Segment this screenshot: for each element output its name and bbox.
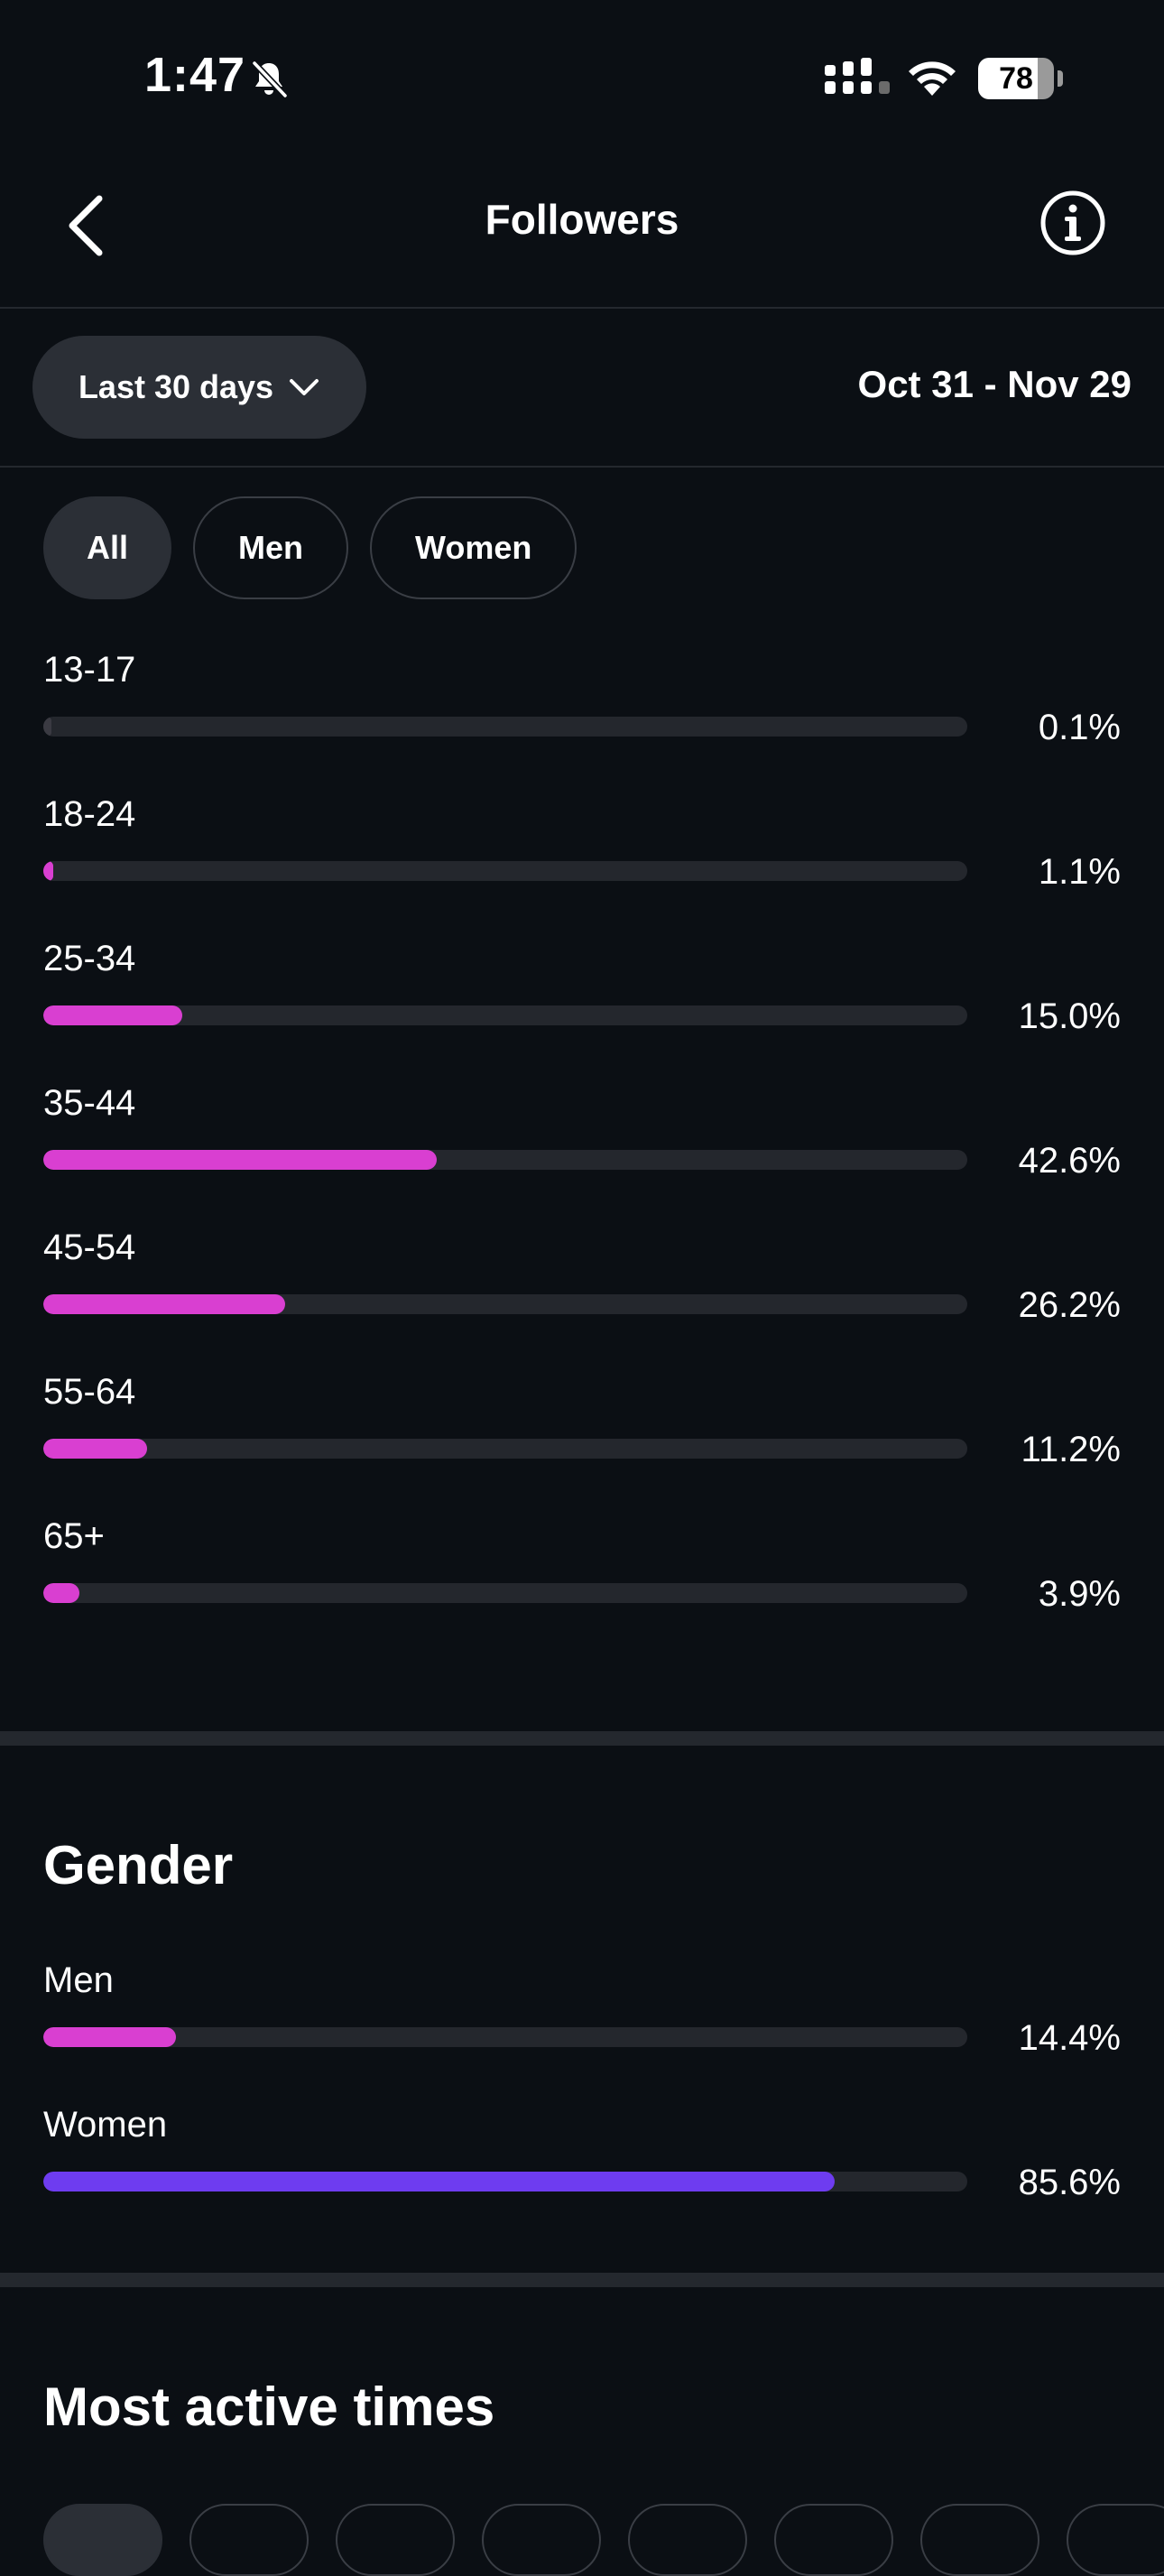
bar-fill: [43, 1294, 286, 1314]
audience-segment-tabs: All Men Women: [43, 496, 577, 599]
bar-track: [43, 1150, 967, 1170]
age-percent: 26.2%: [1018, 1285, 1121, 1325]
date-range-dropdown[interactable]: Last 30 days: [32, 336, 366, 439]
age-label: 55-64: [43, 1372, 136, 1412]
status-time: 1:47: [144, 48, 246, 102]
battery-level: 78: [999, 61, 1033, 96]
age-percent: 15.0%: [1018, 996, 1121, 1036]
bar-track: [43, 1583, 967, 1603]
age-percent: 1.1%: [1038, 852, 1121, 892]
age-label: 35-44: [43, 1083, 136, 1123]
day-chip[interactable]: [43, 2504, 162, 2576]
bar-track: [43, 1294, 967, 1314]
date-filter-row: Last 30 days Oct 31 - Nov 29: [0, 307, 1164, 468]
bar-track: [43, 1439, 967, 1459]
segment-all[interactable]: All: [43, 496, 172, 599]
segment-women[interactable]: Women: [370, 496, 577, 599]
bar-fill: [43, 1439, 147, 1459]
bar-fill: [43, 717, 52, 737]
battery-fill: [978, 58, 1038, 99]
wifi-icon: [909, 61, 956, 96]
age-label: 18-24: [43, 794, 136, 834]
gender-label: Women: [43, 2105, 168, 2145]
battery-tip: [1058, 70, 1063, 87]
age-row-65-plus: 65+ 3.9%: [43, 1516, 1121, 1652]
nav-bar: Followers: [0, 153, 1164, 309]
segment-men[interactable]: Men: [193, 496, 349, 599]
battery-indicator: 78: [978, 58, 1065, 99]
bar-track: [43, 2027, 967, 2047]
section-divider: [0, 1731, 1164, 1746]
bar-track: [43, 1005, 967, 1025]
age-percent: 11.2%: [1021, 1430, 1121, 1469]
day-selector-chips: [43, 2504, 1164, 2576]
info-icon[interactable]: [1039, 190, 1106, 256]
most-active-times-title: Most active times: [43, 2377, 495, 2437]
chevron-down-icon: [290, 379, 319, 395]
date-range-text: Oct 31 - Nov 29: [857, 363, 1132, 405]
day-chip[interactable]: [628, 2504, 747, 2576]
bar-track: [43, 717, 967, 737]
date-range-dropdown-label: Last 30 days: [78, 368, 274, 405]
age-label: 13-17: [43, 650, 136, 690]
age-label: 65+: [43, 1516, 105, 1556]
bar-fill: [43, 1150, 438, 1170]
age-row-45-54: 45-54 26.2%: [43, 1228, 1121, 1363]
bar-fill: [43, 2172, 835, 2191]
age-label: 45-54: [43, 1228, 136, 1267]
bar-fill: [43, 1583, 79, 1603]
age-label: 25-34: [43, 939, 136, 978]
day-chip[interactable]: [482, 2504, 601, 2576]
age-row-18-24: 18-24 1.1%: [43, 794, 1121, 930]
age-row-55-64: 55-64 11.2%: [43, 1372, 1121, 1507]
bar-track: [43, 861, 967, 881]
day-chip[interactable]: [774, 2504, 893, 2576]
battery-body: 78: [978, 58, 1054, 99]
day-chip[interactable]: [920, 2504, 1039, 2576]
gender-row-women: Women 85.6%: [43, 2105, 1121, 2240]
cellular-signal-icon: [825, 58, 890, 94]
age-row-25-34: 25-34 15.0%: [43, 939, 1121, 1074]
age-percent: 42.6%: [1018, 1141, 1121, 1181]
bar-fill: [43, 1005, 182, 1025]
gender-percent: 14.4%: [1018, 2018, 1121, 2058]
gender-row-men: Men 14.4%: [43, 1960, 1121, 2096]
age-row-13-17: 13-17 0.1%: [43, 650, 1121, 785]
bell-muted-icon: [252, 60, 288, 98]
bar-fill: [43, 2027, 177, 2047]
age-percent: 0.1%: [1038, 708, 1121, 747]
gender-section-title: Gender: [43, 1835, 234, 1895]
section-divider: [0, 2273, 1164, 2287]
back-chevron-icon[interactable]: [60, 190, 114, 262]
gender-percent: 85.6%: [1018, 2163, 1121, 2202]
day-chip[interactable]: [1067, 2504, 1164, 2576]
status-bar: 1:47 78: [0, 0, 1164, 153]
gender-label: Men: [43, 1960, 114, 2000]
age-row-35-44: 35-44 42.6%: [43, 1083, 1121, 1219]
bar-track: [43, 2172, 967, 2191]
day-chip[interactable]: [189, 2504, 309, 2576]
page-title: Followers: [485, 196, 679, 243]
bar-fill: [43, 861, 54, 881]
age-percent: 3.9%: [1038, 1574, 1121, 1614]
day-chip[interactable]: [336, 2504, 455, 2576]
